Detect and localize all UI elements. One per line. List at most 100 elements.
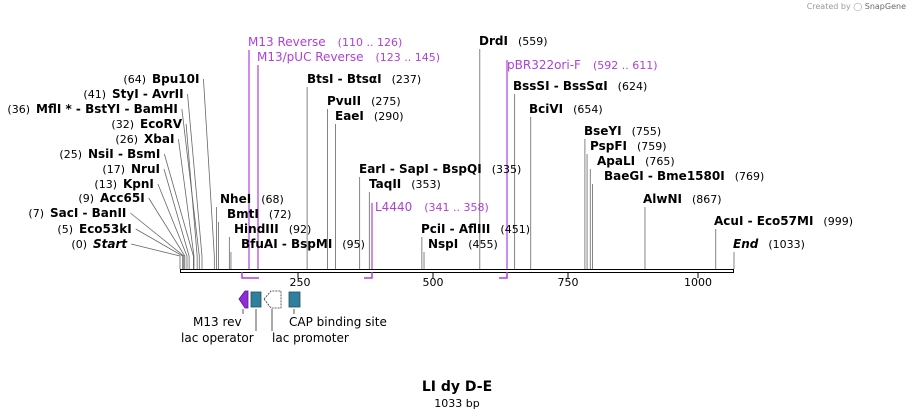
primer-name: L4440 xyxy=(375,200,412,214)
site-acui-eco57mi[interactable]: AcuI - Eco57MI (999) xyxy=(714,214,853,228)
site-position: (999) xyxy=(823,215,853,228)
site-baegi-bme1580i[interactable]: BaeGI - Bme1580I (769) xyxy=(604,169,764,183)
snapgene-logo-icon: ◯ xyxy=(853,2,863,11)
site-position: (32) xyxy=(111,118,134,131)
site-pspfi[interactable]: PspFI (759) xyxy=(590,139,667,153)
site-eco53ki[interactable]: (5) Eco53kI xyxy=(57,222,131,236)
site-leader xyxy=(163,153,194,269)
credit-brand: SnapGene xyxy=(864,2,906,11)
primer-markers xyxy=(241,272,508,279)
site-name: Eco53kI xyxy=(79,222,132,236)
sequence-backbone-inner xyxy=(181,270,733,272)
site-name: BaeGI - Bme1580I xyxy=(604,169,725,183)
site-position: (7) xyxy=(28,207,44,220)
site-position: (353) xyxy=(411,178,441,191)
site-name: Acc65I xyxy=(100,191,145,205)
site-position: (755) xyxy=(632,125,662,138)
primer-range: (592 .. 611) xyxy=(593,59,658,72)
site-eari-sapi-bspqi[interactable]: EarI - SapI - BspQI (335) xyxy=(359,162,521,176)
site-bfuai-bspmi[interactable]: BfuAI - BspMI (95) xyxy=(241,237,365,251)
site-eaei[interactable]: EaeI (290) xyxy=(335,109,404,123)
site-drdi[interactable]: DrdI (559) xyxy=(479,34,548,48)
feature-label-cap-binding-site: CAP binding site xyxy=(289,315,387,329)
axis-label-250: 250 xyxy=(290,276,311,289)
site-name: Start xyxy=(93,237,128,251)
primer-l4440[interactable]: L4440 (341 .. 358) xyxy=(375,200,489,214)
site-leader xyxy=(135,228,184,269)
primer-leader-lines xyxy=(248,50,508,272)
axis-label-1000: 1000 xyxy=(684,276,712,289)
site-name: DrdI xyxy=(479,34,508,48)
site-position: (92) xyxy=(289,223,312,236)
site-ecorv[interactable]: (32) EcoRV xyxy=(111,117,182,131)
site-saci-banii[interactable]: (7) SacI - BanII xyxy=(28,206,126,220)
site-start[interactable]: (0) Start xyxy=(71,237,128,251)
site-pcii-afliii[interactable]: PciI - AflIII (451) xyxy=(421,222,530,236)
site-name: NsiI - BsmI xyxy=(88,147,160,161)
site-taqii[interactable]: TaqII (353) xyxy=(369,177,441,191)
site-name: NruI xyxy=(131,162,160,176)
primer-m13-reverse[interactable]: M13 Reverse (110 .. 126) xyxy=(248,35,402,49)
site-xbai[interactable]: (26) XbaI xyxy=(115,132,174,146)
site-leader xyxy=(181,108,200,269)
site-name: HindIII xyxy=(234,222,279,236)
site-bcivi[interactable]: BciVI (654) xyxy=(529,102,603,116)
site-position: (765) xyxy=(645,155,675,168)
site-position: (335) xyxy=(492,163,522,176)
site-bpu10i[interactable]: (64) Bpu10I xyxy=(123,72,199,86)
site-position: (654) xyxy=(573,103,603,116)
primer-pbr322ori-f[interactable]: pBR322ori-F (592 .. 611) xyxy=(507,58,658,72)
site-nsii-bsmi[interactable]: (25) NsiI - BsmI xyxy=(59,147,160,161)
site-nhei[interactable]: NheI (68) xyxy=(220,192,284,206)
feature-label-m13-rev: M13 rev xyxy=(193,315,242,329)
credit-text: Created by xyxy=(806,2,851,11)
lac-operator-feature[interactable] xyxy=(250,291,262,308)
site-bmti[interactable]: BmtI (72) xyxy=(227,207,291,221)
site-bseyi[interactable]: BseYI (755) xyxy=(584,124,661,138)
axis-label-750: 750 xyxy=(558,276,579,289)
site-kpni[interactable]: (13) KpnI xyxy=(94,177,154,191)
feature-label-lac-operator: lac operator xyxy=(181,331,254,345)
site-bsssi-bsss-i[interactable]: BssSI - BssSαI (624) xyxy=(513,79,647,93)
site-leader xyxy=(148,197,186,269)
snapgene-credit: Created by ◯ SnapGene xyxy=(807,2,906,11)
site-leader xyxy=(131,243,181,269)
site-name: BtsI - BtsαI xyxy=(307,72,382,86)
site-end[interactable]: End (1033) xyxy=(733,237,805,251)
site-nrui[interactable]: (17) NruI xyxy=(102,162,160,176)
site-mfli-bstyi-bamhi[interactable]: (36) MflI * - BstYI - BamHI xyxy=(7,102,177,116)
site-position: (36) xyxy=(7,103,30,116)
site-name: MflI * - BstYI - BamHI xyxy=(36,102,178,116)
feature-label-lac-promoter: lac promoter xyxy=(272,331,349,345)
site-name: PciI - AflIII xyxy=(421,222,490,236)
site-pvuii[interactable]: PvuII (275) xyxy=(327,94,401,108)
site-hindiii[interactable]: HindIII (92) xyxy=(234,222,311,236)
primer-name: pBR322ori-F xyxy=(507,58,581,72)
site-position: (0) xyxy=(71,238,87,251)
site-leader xyxy=(163,168,190,269)
site-name: BciVI xyxy=(529,102,563,116)
site-apali[interactable]: ApaLI (765) xyxy=(597,154,675,168)
site-name: SacI - BanII xyxy=(50,206,126,220)
primer-bracket-m13 xyxy=(241,272,259,279)
axis-label-500: 500 xyxy=(423,276,444,289)
site-nspi[interactable]: NspI (455) xyxy=(428,237,498,251)
site-leader xyxy=(187,93,203,269)
site-alwni[interactable]: AlwNI (867) xyxy=(643,192,722,206)
m13-rev-feature[interactable] xyxy=(238,290,249,309)
site-btsi-bts-i[interactable]: BtsI - BtsαI (237) xyxy=(307,72,421,86)
primer-m13-puc-reverse[interactable]: M13/pUC Reverse (123 .. 145) xyxy=(257,50,440,64)
site-name: NspI xyxy=(428,237,458,251)
site-styi-avrii[interactable]: (41) StyI - AvrII xyxy=(83,87,183,101)
cap-binding-site-feature[interactable] xyxy=(288,291,301,308)
site-acc65i[interactable]: (9) Acc65I xyxy=(78,191,144,205)
site-position: (25) xyxy=(59,148,82,161)
site-name: End xyxy=(733,237,759,251)
site-name: EaeI xyxy=(335,109,364,123)
primer-bracket-l4440 xyxy=(364,272,373,279)
axis: 250 500 750 1000 xyxy=(290,273,712,289)
primer-bracket-pbr322 xyxy=(499,272,508,279)
site-position: (9) xyxy=(78,192,94,205)
lac-promoter-feature[interactable] xyxy=(263,290,282,309)
site-position: (95) xyxy=(342,238,365,251)
